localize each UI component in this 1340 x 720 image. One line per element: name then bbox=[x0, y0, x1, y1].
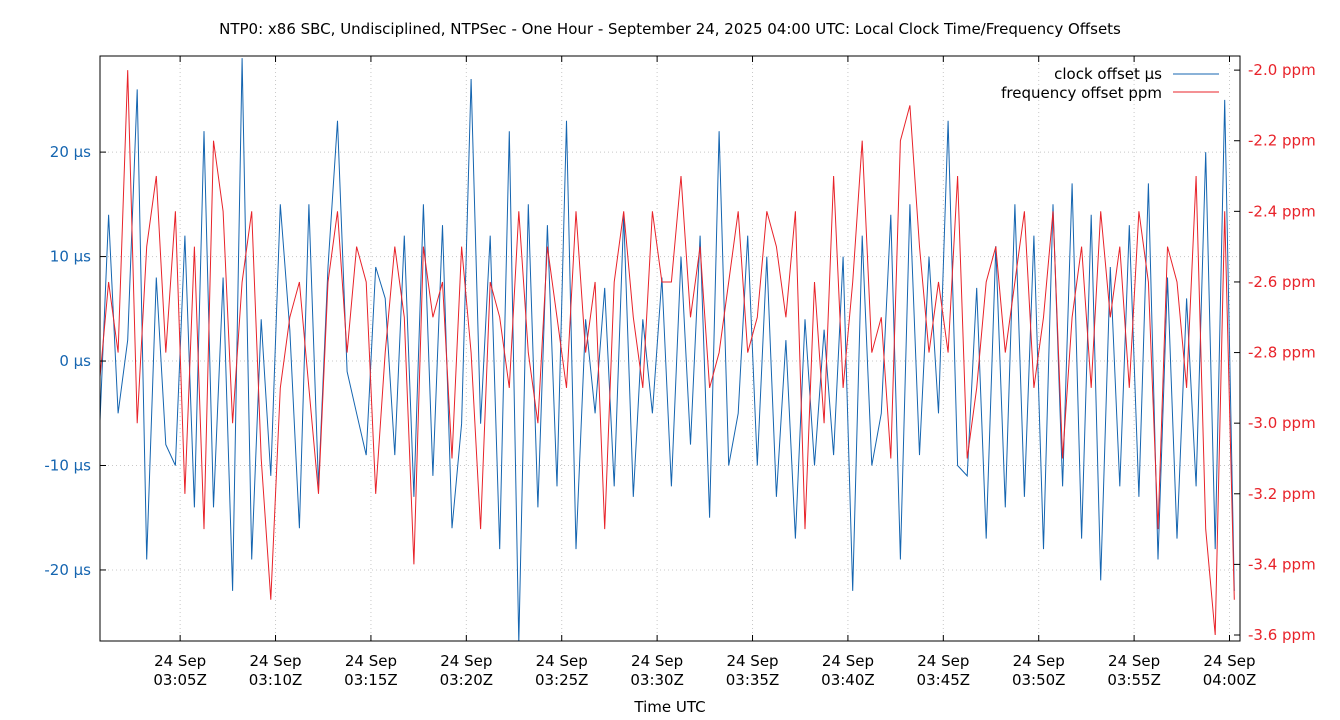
x-tick-label-date: 24 Sep bbox=[249, 652, 301, 670]
x-tick-label-time: 03:45Z bbox=[917, 671, 971, 689]
plot-frame bbox=[99, 55, 1241, 642]
x-tick-label-time: 03:10Z bbox=[249, 671, 303, 689]
x-tick-label-time: 03:05Z bbox=[153, 671, 207, 689]
x-tick-label-date: 24 Sep bbox=[631, 652, 683, 670]
x-tick-label-time: 03:40Z bbox=[821, 671, 875, 689]
x-tick-label-date: 24 Sep bbox=[154, 652, 206, 670]
series-frequency-offset-line bbox=[100, 70, 1235, 636]
grid bbox=[100, 56, 1240, 641]
legend-label-clock: clock offset µs bbox=[1054, 65, 1162, 83]
x-tick-label-time: 03:50Z bbox=[1012, 671, 1066, 689]
x-tick-label-date: 24 Sep bbox=[822, 652, 874, 670]
x-tick-label-date: 24 Sep bbox=[1108, 652, 1160, 670]
y-right-tick-label: -2.6 ppm bbox=[1248, 273, 1316, 291]
series-clock-offset-line bbox=[100, 58, 1235, 641]
y-right-tick-label: -2.4 ppm bbox=[1248, 202, 1316, 220]
x-tick-label-date: 24 Sep bbox=[1013, 652, 1065, 670]
x-tick-label-time: 03:55Z bbox=[1107, 671, 1161, 689]
x-tick-label-time: 03:35Z bbox=[726, 671, 780, 689]
y-right-tick-label: -3.0 ppm bbox=[1248, 414, 1316, 432]
x-tick-label-time: 04:00Z bbox=[1203, 671, 1257, 689]
y-left-tick-label: 0 µs bbox=[59, 352, 91, 370]
y-left-tick-label: -20 µs bbox=[44, 561, 91, 579]
x-tick-label-time: 03:25Z bbox=[535, 671, 589, 689]
x-tick-label-date: 24 Sep bbox=[1203, 652, 1255, 670]
y-left-tick-label: 10 µs bbox=[50, 248, 91, 266]
legend: clock offset µs frequency offset ppm bbox=[1001, 65, 1219, 102]
x-axis-label: Time UTC bbox=[633, 698, 705, 716]
x-tick-label-date: 24 Sep bbox=[536, 652, 588, 670]
x-tick-label-date: 24 Sep bbox=[917, 652, 969, 670]
y-right-tick-label: -3.4 ppm bbox=[1248, 555, 1316, 573]
x-tick-label-time: 03:15Z bbox=[344, 671, 398, 689]
y-left-tick-label: -10 µs bbox=[44, 457, 91, 475]
y-right-tick-label: -3.2 ppm bbox=[1248, 485, 1316, 503]
x-tick-label-date: 24 Sep bbox=[345, 652, 397, 670]
x-tick-label-date: 24 Sep bbox=[440, 652, 492, 670]
x-tick-label-date: 24 Sep bbox=[726, 652, 778, 670]
y-right-tick-label: -2.8 ppm bbox=[1248, 344, 1316, 362]
y-left-tick-label: 20 µs bbox=[50, 143, 91, 161]
y-right-tick-label: -2.0 ppm bbox=[1248, 61, 1316, 79]
chart-title: NTP0: x86 SBC, Undisciplined, NTPSec - O… bbox=[219, 20, 1121, 38]
x-tick-label-time: 03:20Z bbox=[440, 671, 494, 689]
legend-label-frequency: frequency offset ppm bbox=[1001, 84, 1162, 102]
series-group bbox=[100, 58, 1235, 641]
y-right-tick-label: -3.6 ppm bbox=[1248, 626, 1316, 644]
x-tick-label-time: 03:30Z bbox=[630, 671, 684, 689]
y-right-tick-label: -2.2 ppm bbox=[1248, 132, 1316, 150]
